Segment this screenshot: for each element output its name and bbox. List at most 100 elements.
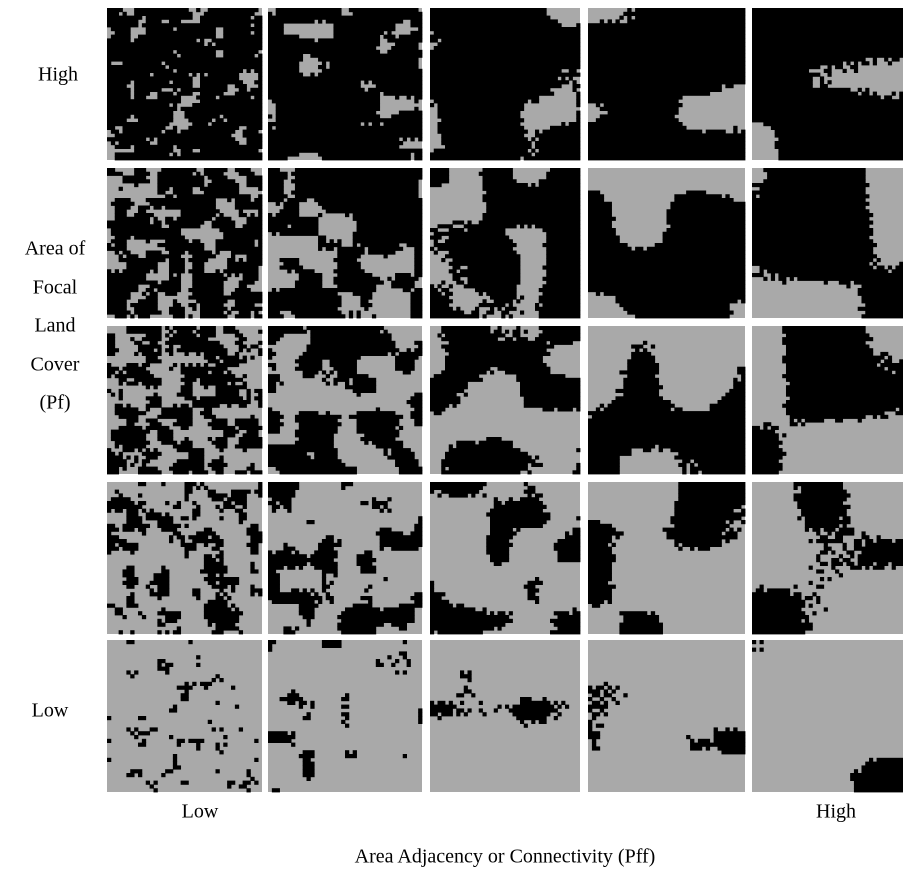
patch <box>107 110 174 115</box>
patch <box>430 38 438 43</box>
patch <box>268 91 381 96</box>
patch <box>254 68 263 73</box>
patch <box>211 220 236 225</box>
patch <box>360 303 373 308</box>
patch <box>846 284 851 289</box>
patch <box>153 448 158 453</box>
patch <box>258 348 263 353</box>
patch <box>430 168 450 173</box>
patch <box>588 228 616 233</box>
patch <box>234 508 244 513</box>
patch <box>161 482 166 487</box>
patch <box>801 512 847 517</box>
patch <box>157 523 182 528</box>
patch <box>246 141 263 146</box>
patch <box>107 19 139 24</box>
patch <box>801 489 847 494</box>
patch <box>414 599 423 604</box>
patch <box>134 38 197 43</box>
patch <box>623 693 628 698</box>
patch <box>337 622 384 627</box>
patch <box>414 265 423 270</box>
patch <box>674 523 730 528</box>
patch <box>145 396 162 401</box>
patch <box>804 516 840 521</box>
patch <box>298 603 319 608</box>
patch <box>314 592 319 597</box>
patch <box>238 440 263 445</box>
patch <box>441 280 446 285</box>
patch <box>418 27 423 32</box>
patch <box>268 19 315 24</box>
patch <box>231 493 247 498</box>
patch <box>192 276 228 281</box>
patch <box>215 385 247 390</box>
patch <box>238 280 255 285</box>
patch <box>709 407 746 412</box>
patch <box>287 508 292 513</box>
patch <box>823 68 832 73</box>
patch <box>588 213 612 218</box>
patch <box>126 265 158 270</box>
patch <box>430 228 438 233</box>
patch <box>246 183 263 188</box>
patch <box>294 186 419 191</box>
patch <box>107 337 116 342</box>
patch <box>752 470 779 475</box>
patch <box>463 392 468 397</box>
patch <box>283 546 296 551</box>
patch <box>203 554 213 559</box>
patch <box>383 34 396 39</box>
patch <box>207 489 216 494</box>
patch <box>520 295 525 300</box>
patch <box>445 366 491 371</box>
patch <box>588 588 612 593</box>
patch <box>118 630 123 635</box>
patch <box>752 15 903 20</box>
patch <box>234 333 244 338</box>
patch <box>812 527 821 532</box>
patch <box>242 133 263 138</box>
patch <box>520 700 551 705</box>
patch <box>774 144 903 149</box>
patch <box>337 615 415 620</box>
patch <box>107 504 143 509</box>
patch <box>535 577 540 582</box>
patch <box>588 284 746 289</box>
patch <box>414 261 423 266</box>
patch <box>192 291 224 296</box>
patch <box>591 716 597 721</box>
patch <box>238 425 263 430</box>
patch <box>752 618 802 623</box>
patch <box>169 19 182 24</box>
patch <box>200 186 240 191</box>
patch <box>674 455 746 460</box>
patch <box>452 220 465 225</box>
patch <box>246 769 251 774</box>
patch <box>752 250 874 255</box>
patch <box>223 326 236 331</box>
patch <box>478 303 506 308</box>
patch <box>184 493 189 498</box>
patch <box>122 615 127 620</box>
patch <box>497 626 502 631</box>
patch <box>486 550 510 555</box>
patch <box>268 27 284 32</box>
patch <box>321 588 327 593</box>
patch <box>200 306 228 311</box>
patch <box>169 535 174 540</box>
patch <box>157 630 162 635</box>
patch <box>752 34 903 39</box>
patch <box>145 239 151 244</box>
patch <box>352 388 377 393</box>
patch <box>268 363 277 368</box>
patch <box>666 213 746 218</box>
patch <box>184 381 193 386</box>
patch <box>588 288 746 293</box>
patch <box>486 546 510 551</box>
patch <box>383 91 423 96</box>
patch <box>268 183 284 188</box>
patch <box>107 269 112 274</box>
patch <box>250 470 263 475</box>
patch <box>149 727 158 732</box>
